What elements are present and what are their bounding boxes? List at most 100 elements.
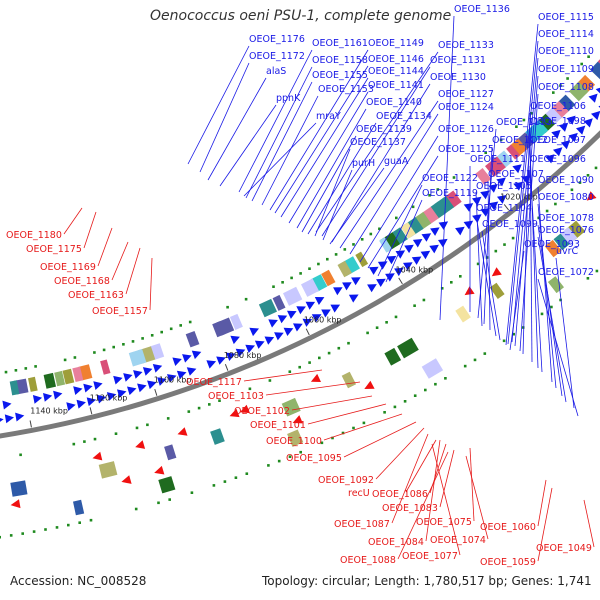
rev-gene-label-10[interactable]: OEOE_1100 (266, 436, 322, 447)
fwd-gene-label-36[interactable]: OEOE_1111 (470, 154, 526, 165)
gc-dot-43 (169, 327, 173, 331)
rev-gene-label-18[interactable]: OEOE_1084 (368, 537, 424, 548)
rev-gene-label-9[interactable]: OEOE_1101 (250, 420, 306, 431)
rev-gene-label-15[interactable]: OEOE_1083 (382, 503, 438, 514)
fwd-gene-label-27[interactable]: OEOE_1098 (530, 116, 586, 127)
fwd-gene-label-33[interactable]: OEOE_1112 (492, 135, 548, 146)
fwd-gene-label-1[interactable]: OEOE_1115 (538, 12, 594, 23)
rev-gene-label-1[interactable]: OEOE_1175 (26, 244, 82, 255)
rev-gene-label-12[interactable]: OEOE_1092 (318, 475, 374, 486)
fwd-gene-label-31[interactable]: OEOE_1097 (530, 135, 586, 146)
rev-gene-label-20[interactable]: OEOE_1077 (402, 551, 458, 562)
rev-gene-label-17[interactable]: OEOE_1075 (416, 517, 472, 528)
fwd-gene-label-41[interactable]: OEOE_1090 (538, 175, 594, 186)
fwd-gene-label-22[interactable]: OEOE_1140 (366, 97, 422, 108)
gene-arrow-55 (167, 374, 177, 383)
gc-dot-37 (281, 281, 284, 284)
rev-leader-12 (375, 427, 425, 480)
rev-gene-label-3[interactable]: OEOE_1168 (54, 276, 110, 287)
fwd-leader-7 (511, 57, 539, 343)
fwd-gene-label-37[interactable]: purH (352, 158, 375, 169)
fwd-gene-label-40[interactable]: OEOE_1122 (422, 173, 478, 184)
fwd-gene-label-25[interactable]: mraY (316, 111, 341, 122)
gene-arrow-52 (206, 360, 217, 369)
rev-gene-label-4[interactable]: OEOE_1163 (68, 290, 124, 301)
rev-leader-21 (537, 479, 547, 527)
fwd-gene-label-2[interactable]: OEOE_1114 (538, 29, 594, 40)
fwd-gene-label-13[interactable]: OEOE_1155 (312, 70, 368, 81)
rev-gene-label-22[interactable]: OEOE_1088 (340, 555, 396, 566)
gene-arrow-60 (117, 389, 127, 398)
gc-dot-15 (552, 91, 555, 94)
fwd-gene-label-30[interactable]: OEOE_1126 (438, 124, 494, 135)
fwd-gene-label-3[interactable]: OEOE_1176 (249, 34, 305, 45)
fwd-gene-label-42[interactable]: OEOE_1105 (476, 181, 532, 192)
fwd-gene-label-5[interactable]: OEOE_1149 (368, 38, 424, 49)
fwd-gene-label-47[interactable]: OEOE_1099 (482, 219, 538, 230)
fwd-gene-label-34[interactable]: OEOE_1125 (438, 144, 494, 155)
gc-dot-117 (19, 453, 22, 457)
rev-gene-label-7[interactable]: OEOE_1103 (208, 391, 264, 402)
fwd-gene-label-15[interactable]: OEOE_1109 (538, 64, 594, 75)
fwd-gene-label-46[interactable]: OEOE_1078 (538, 213, 594, 224)
rev-gene-label-19[interactable]: OEOE_1074 (430, 535, 486, 546)
gene-arrow-54 (176, 370, 187, 380)
fwd-gene-label-50[interactable]: uvrC (556, 246, 579, 257)
gene-arrow-59 (127, 386, 137, 396)
fwd-gene-label-23[interactable]: OEOE_1106 (530, 101, 586, 112)
gc-dot-174 (157, 501, 160, 505)
fwd-gene-label-39[interactable]: OEOE_1107 (488, 169, 544, 180)
gene-arrow-42 (302, 318, 313, 327)
fwd-gene-label-8[interactable]: OEOE_1172 (249, 51, 305, 62)
fwd-gene-label-10[interactable]: OEOE_1146 (368, 54, 424, 65)
fwd-gene-label-48[interactable]: OEOE_1076 (538, 225, 594, 236)
fwd-gene-label-17[interactable]: OEOE_1141 (368, 80, 424, 91)
fwd-gene-label-19[interactable]: ppnK (276, 93, 301, 104)
rev-gene-label-2[interactable]: OEOE_1169 (40, 262, 96, 273)
fwd-gene-label-7[interactable]: OEOE_1110 (538, 46, 594, 57)
fwd-gene-label-18[interactable]: OEOE_1108 (538, 82, 594, 93)
rev-gene-label-8[interactable]: OEOE_1102 (234, 406, 290, 417)
fwd-gene-label-11[interactable]: OEOE_1131 (430, 55, 486, 66)
gene-arrow-136 (135, 440, 146, 449)
fwd-leader-26 (307, 122, 377, 235)
fwd-gene-label-26[interactable]: OEOE_1134 (376, 111, 432, 122)
fwd-gene-label-24[interactable]: OEOE_1124 (438, 102, 494, 113)
fwd-gene-label-29[interactable]: OEOE_1139 (356, 124, 412, 135)
rev-gene-label-6[interactable]: OEOE_1117 (186, 377, 242, 388)
fwd-gene-label-51[interactable]: OEOE_1072 (538, 267, 594, 278)
rev-leader-19 (465, 455, 489, 540)
fwd-gene-label-45[interactable]: OEOE_1104 (476, 203, 532, 214)
fwd-gene-label-9[interactable]: OEOE_1158 (312, 55, 368, 66)
fwd-gene-label-16[interactable]: OEOE_1130 (430, 72, 486, 83)
gene-arrow-139 (292, 415, 303, 424)
rev-gene-label-14[interactable]: OEOE_1086 (372, 489, 428, 500)
gc-dot-17 (522, 118, 526, 122)
fwd-gene-label-43[interactable]: OEOE_1119 (422, 188, 478, 199)
fwd-gene-label-44[interactable]: OEOE_1080 (538, 192, 594, 203)
gc-dot-40 (226, 305, 229, 309)
rev-gene-label-13[interactable]: recU (348, 488, 370, 499)
fwd-gene-label-32[interactable]: OEOE_1137 (350, 137, 406, 148)
fwd-gene-label-0[interactable]: OEOE_1136 (454, 4, 510, 15)
gene-arrow-43 (293, 323, 303, 332)
rev-gene-label-0[interactable]: OEOE_1180 (6, 230, 62, 241)
fwd-gene-label-21[interactable]: OEOE_1127 (438, 89, 494, 100)
gc-dot-16 (530, 112, 533, 115)
rev-gene-label-24[interactable]: OEOE_1049 (536, 543, 592, 554)
fwd-gene-label-20[interactable]: OEOE_1153 (318, 84, 374, 95)
rev-gene-label-16[interactable]: OEOE_1087 (334, 519, 390, 530)
fwd-gene-label-49[interactable]: OEOE_1093 (524, 239, 580, 250)
fwd-gene-label-38[interactable]: guaA (384, 156, 409, 167)
fwd-gene-label-28[interactable]: OEOE_1113 (496, 117, 552, 128)
rev-gene-label-5[interactable]: OEOE_1157 (92, 306, 148, 317)
rev-gene-label-11[interactable]: OEOE_1095 (286, 453, 342, 464)
gc-dot-35 (299, 272, 302, 275)
fwd-gene-label-12[interactable]: alaS (266, 66, 286, 77)
rev-gene-label-21[interactable]: OEOE_1060 (480, 522, 536, 533)
fwd-gene-label-4[interactable]: OEOE_1161 (312, 38, 368, 49)
rev-gene-label-23[interactable]: OEOE_1059 (480, 557, 536, 568)
fwd-gene-label-6[interactable]: OEOE_1133 (438, 40, 494, 51)
fwd-gene-label-14[interactable]: OEOE_1144 (368, 66, 424, 77)
fwd-gene-label-35[interactable]: OEOE_1096 (530, 154, 586, 165)
